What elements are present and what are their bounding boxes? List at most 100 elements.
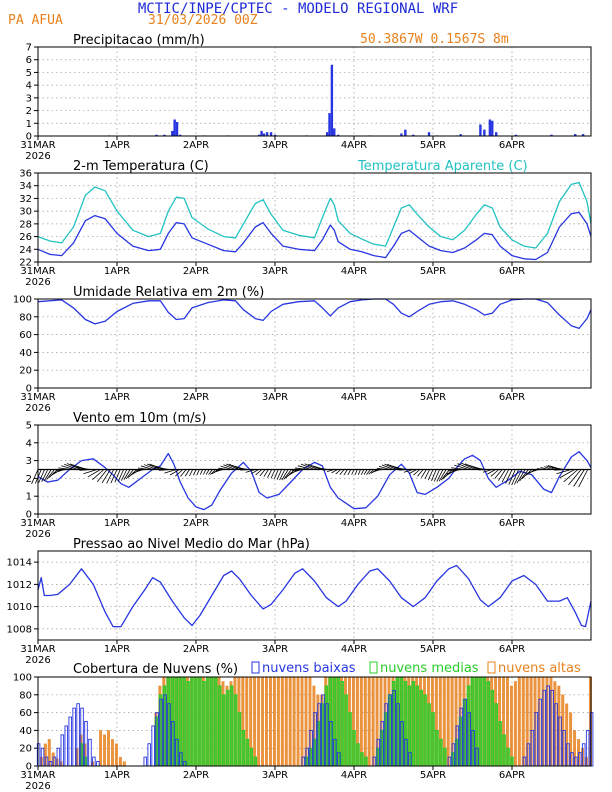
- wind-arrow: [376, 467, 387, 470]
- cloud-bar: [257, 676, 261, 767]
- rh-series: [37, 298, 592, 330]
- cloud-bar: [419, 689, 423, 767]
- wind-arrow: [546, 465, 555, 470]
- wind-arrow: [79, 469, 94, 471]
- wind-arrow: [297, 465, 312, 470]
- precip-bar: [479, 124, 482, 136]
- x-tick-label: 1APR: [104, 266, 130, 277]
- cloud-bar: [147, 743, 151, 767]
- cloud-bar: [182, 676, 186, 767]
- y-tick-label: 0: [26, 762, 32, 773]
- cloud-bar: [249, 747, 254, 767]
- wind-arrow: [384, 463, 397, 470]
- wind-arrow: [123, 469, 131, 480]
- wind-arrow: [137, 467, 150, 470]
- cloud-bar: [206, 676, 210, 767]
- cloud-bar: [284, 676, 288, 767]
- cloud-bar: [494, 703, 498, 767]
- y-tick-label: 2: [26, 474, 32, 485]
- wind-arrow: [532, 469, 542, 471]
- wind-arrow: [210, 469, 217, 475]
- temp-series: [37, 181, 592, 261]
- wind-arrow: [417, 469, 424, 477]
- wind-arrow: [343, 469, 348, 476]
- wind-arrow: [83, 469, 98, 475]
- cloud-bar: [371, 676, 375, 767]
- wind-arrow: [66, 463, 81, 470]
- wind-arrow: [58, 467, 71, 470]
- x-tick-label: 3APR: [262, 140, 288, 151]
- y-tick-label: 24: [19, 245, 32, 256]
- wind-arrow: [240, 469, 252, 471]
- wind-arrow: [536, 468, 545, 470]
- cloud-bar: [478, 676, 483, 767]
- precip-bar: [337, 134, 340, 136]
- y-tick-label: 60: [19, 330, 32, 341]
- cloud-bar: [423, 694, 427, 767]
- legend-low-swatch: [251, 661, 260, 674]
- wind-arrow: [440, 469, 450, 481]
- wind-arrow: [317, 467, 328, 470]
- cloud-bar: [233, 694, 238, 767]
- precip-bar: [179, 134, 182, 136]
- y-tick-label: 3: [26, 93, 32, 104]
- cloud-bar: [151, 725, 155, 767]
- wind-arrow: [363, 469, 368, 475]
- cloud-bar: [276, 676, 280, 767]
- wind-arrow: [519, 469, 529, 482]
- wind-arrow: [351, 469, 355, 475]
- cloud-bar: [300, 676, 304, 767]
- x-tick-label: 5APR: [420, 644, 446, 655]
- cloud-bar: [229, 685, 234, 767]
- cloud-series: [36, 676, 594, 767]
- panel-frame: [37, 298, 592, 389]
- legend-high-swatch: [487, 661, 496, 674]
- wind-arrow: [48, 469, 59, 478]
- cloud-bar: [296, 676, 300, 767]
- wind-arrow: [46, 469, 55, 480]
- wind-arrow: [578, 469, 589, 488]
- wind-arrow: [273, 469, 279, 479]
- cloud-bar: [482, 676, 487, 767]
- wind-series: [37, 451, 592, 511]
- wind-arrow: [154, 466, 170, 470]
- temperature-title: 2-m Temperatura (C): [73, 159, 209, 174]
- precip-bar: [325, 132, 329, 136]
- cloud-bar: [265, 676, 268, 767]
- precip-bar: [491, 120, 494, 136]
- precip-bar: [581, 134, 585, 136]
- wind-arrow: [473, 467, 486, 470]
- wind-arrow: [339, 469, 345, 476]
- y-tick-label: 80: [19, 690, 32, 701]
- wind-arrow: [208, 469, 213, 475]
- x-tick-label: 1APR: [104, 140, 130, 151]
- cloud-bar: [88, 738, 92, 767]
- cloud-bar: [217, 685, 222, 767]
- wind-arrow: [514, 469, 523, 485]
- x-tick-label: 5APR: [420, 770, 446, 781]
- x-tick-label: 4APR: [341, 644, 367, 655]
- wind-arrow: [180, 469, 187, 477]
- wind-arrow: [279, 469, 286, 481]
- wind-arrow: [164, 469, 177, 474]
- wind-arrow: [511, 469, 519, 486]
- wind-arrow: [196, 469, 200, 476]
- wind-arrow: [117, 469, 124, 482]
- y-tick-label: 2: [26, 106, 32, 117]
- y-tick-label: 40: [19, 726, 32, 737]
- legend-high-label: nuvens altas: [498, 661, 581, 676]
- x-tick-label: 2APR: [183, 518, 209, 529]
- wind-arrow: [215, 469, 226, 471]
- cloud-bar: [96, 761, 100, 767]
- precip-bar: [265, 132, 269, 136]
- wind-arrow: [255, 469, 263, 476]
- wind-arrow: [300, 463, 315, 470]
- wind-arrow: [223, 464, 236, 470]
- wind-title: Vento em 10m (m/s): [73, 411, 206, 426]
- y-tick-label: 26: [19, 232, 32, 243]
- wind-arrow: [120, 469, 128, 481]
- wind-vectors: [31, 462, 591, 488]
- wind-arrow: [101, 469, 111, 484]
- cloud-bar: [253, 676, 257, 767]
- legend-low-label: nuvens baixas: [262, 661, 356, 676]
